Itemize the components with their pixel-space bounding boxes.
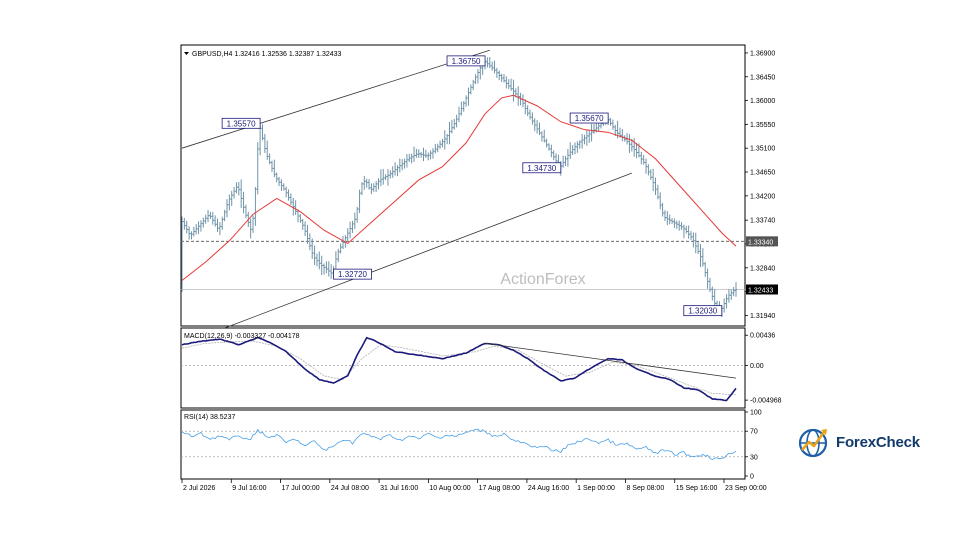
svg-text:1.32720: 1.32720 [338, 270, 367, 279]
price-level-tag: 1.33340 [746, 236, 778, 247]
forexcheck-logo: ForexCheck [796, 420, 936, 464]
macd-trendline [484, 342, 737, 379]
x-tick-label: 31 Jul 16:00 [380, 485, 418, 492]
svg-text:1.36750: 1.36750 [452, 57, 481, 66]
macd-label: MACD(12,26,9) -0.003327 -0.004178 [184, 333, 300, 340]
y-tick-label: 1.33740 [750, 218, 775, 225]
price-annotation: 1.36750 [446, 55, 486, 67]
y-tick-label: 1.34650 [750, 170, 775, 177]
macd-y-axis: 0.00436 0.00 -0.004968 [745, 333, 782, 405]
svg-text:1.32030: 1.32030 [688, 307, 717, 316]
macd-pane-frame [180, 327, 746, 409]
rsi-line [181, 428, 737, 460]
price-y-axis: 1.36900 1.36450 1.36000 1.35550 1.35100 1.346… [745, 50, 778, 320]
y-tick-label: 1.35550 [750, 122, 775, 129]
y-tick-label: 70 [750, 429, 758, 436]
x-tick-label: 9 Jul 16:00 [232, 485, 266, 492]
price-annotation: 1.32720 [333, 268, 372, 280]
price-pane-frame [180, 44, 746, 327]
y-tick-label: 30 [750, 454, 758, 461]
moving-average-line [181, 94, 737, 281]
x-tick-label: 1 Sep 00:00 [577, 485, 615, 492]
y-tick-label: 0.00436 [750, 333, 775, 340]
rsi-label: RSI(14) 38.5237 [184, 414, 235, 421]
brand-name: ForexCheck [836, 433, 920, 451]
price-candle [734, 282, 738, 297]
price-pane: 1.35570 1.32720 1.36750 1.34730 1.35670 1.320… [180, 44, 746, 332]
svg-text:1.35570: 1.35570 [227, 119, 256, 128]
y-tick-label: 1.35100 [750, 146, 775, 153]
rsi-y-axis: 100 70 30 0 [745, 410, 762, 481]
y-tick-label: 1.32840 [750, 265, 775, 272]
x-tick-label: 15 Sep 16:00 [676, 485, 718, 492]
y-tick-label: 1.34200 [750, 193, 775, 200]
symbol-label: GBPUSD,H4 1.32416 1.32536 1.32387 1.3243… [192, 51, 342, 58]
watermark: ActionForex [500, 271, 585, 288]
x-tick-label: 24 Aug 16:00 [528, 485, 569, 492]
macd-line [181, 336, 737, 402]
x-tick-label: 8 Sep 08:00 [626, 485, 664, 492]
y-tick-label: 0.00 [750, 363, 764, 370]
svg-text:1.35670: 1.35670 [575, 114, 604, 123]
x-tick-label: 2 Jul 2026 [183, 485, 215, 492]
y-tick-label: 1.31940 [750, 313, 775, 320]
y-tick-label: 1.36900 [750, 50, 775, 57]
y-tick-label: 1.36000 [750, 98, 775, 105]
x-tick-label: 23 Sep 00:00 [725, 485, 767, 492]
x-tick-label: 24 Jul 08:00 [331, 485, 369, 492]
y-tick-label: 1.36450 [750, 74, 775, 81]
channel-upper-line [181, 49, 490, 149]
price-level-tag: 1.32433 [746, 284, 778, 295]
svg-text:1.33340: 1.33340 [748, 239, 773, 246]
price-annotation: 1.35670 [569, 112, 609, 124]
price-annotation: 1.34730 [522, 162, 562, 174]
x-tick-label: 17 Aug 08:00 [479, 485, 520, 492]
time-x-axis: 2 Jul 2026 9 Jul 16:00 17 Jul 00:00 24 Jul … [181, 479, 767, 492]
y-tick-label: 0 [750, 474, 754, 481]
forexcheck-globe-icon [798, 428, 828, 458]
y-tick-label: 100 [750, 410, 762, 417]
svg-text:1.34730: 1.34730 [527, 164, 556, 173]
price-annotation: 1.35570 [221, 117, 261, 129]
x-tick-label: 17 Jul 00:00 [282, 485, 320, 492]
price-annotation: 1.32030 [683, 305, 723, 317]
channel-lower-line [217, 172, 632, 332]
rsi-pane-frame [180, 409, 746, 480]
macd-pane: MACD(12,26,9) -0.003327 -0.004178 [180, 327, 746, 409]
svg-text:1.32433: 1.32433 [748, 287, 773, 294]
symbol-dropdown-icon[interactable] [184, 52, 189, 55]
y-tick-label: -0.004968 [750, 398, 782, 405]
x-tick-label: 10 Aug 00:00 [429, 485, 470, 492]
rsi-pane: RSI(14) 38.5237 [180, 409, 746, 480]
